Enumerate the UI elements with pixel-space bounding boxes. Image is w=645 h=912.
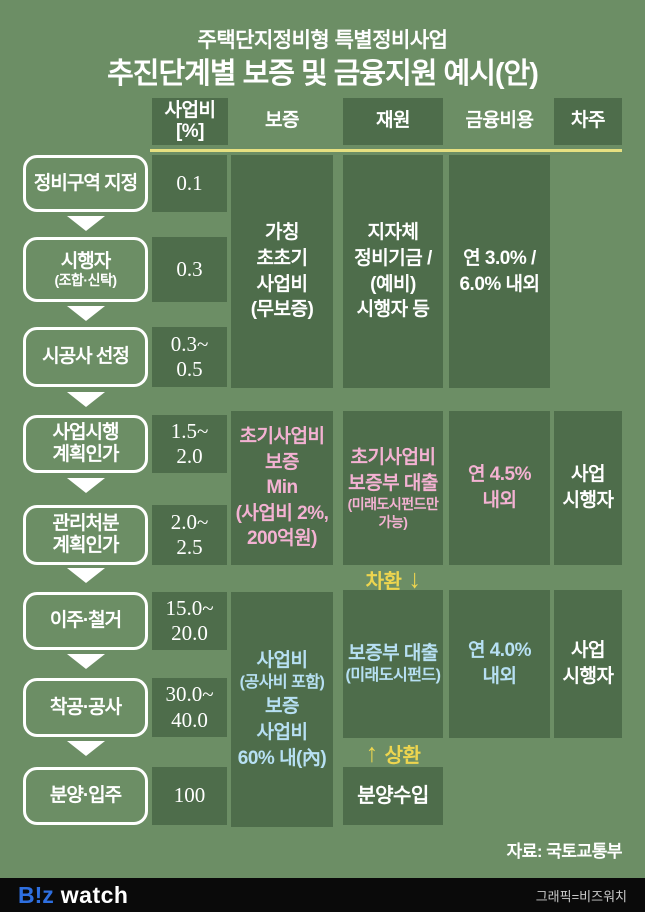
cost-value-disposal-approval: 2.0~ 2.5 bbox=[152, 505, 227, 565]
down-arrow bbox=[67, 568, 105, 583]
refinance-flow: 차환 ↓ bbox=[343, 564, 443, 594]
cost-value-relocation: 15.0~ 20.0 bbox=[152, 592, 227, 650]
stage-label: 사업시행 계획인가 bbox=[52, 422, 120, 465]
logo-biz-text: B!z bbox=[18, 881, 54, 908]
stage-project-plan-approval: 사업시행 계획인가 bbox=[23, 415, 148, 473]
repayment-flow: ↑ 상환 bbox=[343, 737, 443, 768]
stage-sale-movein: 분양·입주 bbox=[23, 767, 148, 825]
borrower-main-text: 사업 시행자 bbox=[562, 640, 614, 687]
stage-label: 관리처분 계획인가 bbox=[52, 513, 120, 556]
cost-value-sale: 100 bbox=[152, 767, 227, 825]
guarantee-main-line2: 보증 사업비 60% 내(內) bbox=[237, 696, 327, 769]
guarantee-initial-text: 초기사업비 보증 Min (사업비 2%, 200억원) bbox=[235, 425, 329, 550]
finance-panel-main: 연 4.0% 내외 bbox=[449, 590, 550, 738]
stage-label: 분양·입주 bbox=[49, 785, 122, 807]
header-borrower: 차주 bbox=[554, 98, 622, 145]
cost-value-contractor: 0.3~ 0.5 bbox=[152, 327, 227, 387]
finance-panel-initial: 연 4.5% 내외 bbox=[449, 411, 550, 565]
data-source-note: 자료: 국토교통부 bbox=[506, 842, 623, 861]
bizwatch-logo: B!z watch bbox=[18, 882, 128, 909]
header-cost-percent: 사업비 [%] bbox=[152, 98, 228, 145]
stage-label: 이주·철거 bbox=[49, 610, 122, 632]
finance-main-text: 연 4.0% 내외 bbox=[467, 640, 532, 687]
cost-value-plan-approval: 1.5~ 2.0 bbox=[152, 415, 227, 473]
source-early-text: 지자체 정비기금 / (예비) 시행자 등 bbox=[354, 222, 432, 321]
stage-label: 시행자 bbox=[60, 250, 111, 272]
source-initial-sub: (미래도시펀드만 가능) bbox=[347, 496, 439, 530]
borrower-panel-main: 사업 시행자 bbox=[554, 590, 622, 738]
guarantee-early-text: 가칭 초초기 사업비 (무보증) bbox=[250, 222, 314, 321]
cost-value-implementer: 0.3 bbox=[152, 237, 227, 302]
guarantee-panel-main: 사업비 (공사비 포함) 보증 사업비 60% 내(內) bbox=[231, 592, 333, 827]
guarantee-panel-initial: 초기사업비 보증 Min (사업비 2%, 200억원) bbox=[231, 411, 333, 565]
source-panel-early: 지자체 정비기금 / (예비) 시행자 등 bbox=[343, 155, 443, 388]
borrower-panel-initial: 사업 시행자 bbox=[554, 411, 622, 565]
repayment-label: 상환 bbox=[384, 744, 421, 767]
guarantee-panel-early: 가칭 초초기 사업비 (무보증) bbox=[231, 155, 333, 388]
title-line-1: 주택단지정비형 특별정비사업 bbox=[197, 29, 449, 52]
stage-implementer: 시행자 (조합·신탁) bbox=[23, 237, 148, 302]
stage-zone-designation: 정비구역 지정 bbox=[23, 155, 148, 212]
down-arrow bbox=[67, 741, 105, 756]
source-main-text: 보증부 대출 bbox=[348, 642, 438, 664]
sale-income-text: 분양수입 bbox=[357, 784, 429, 807]
down-arrow bbox=[67, 216, 105, 231]
graphic-credit: 그래픽=비즈워치 bbox=[535, 888, 627, 904]
cost-value-construction: 30.0~ 40.0 bbox=[152, 678, 227, 737]
stage-label: 착공·공사 bbox=[49, 696, 122, 718]
source-main-sub: (미래도시펀드) bbox=[345, 667, 441, 685]
down-arrow bbox=[67, 392, 105, 407]
down-flow-arrow-icon: ↓ bbox=[408, 564, 421, 594]
sale-income-panel: 분양수입 bbox=[343, 767, 443, 825]
guarantee-main-line1: 사업비 bbox=[256, 649, 308, 671]
up-flow-arrow-icon: ↑ bbox=[365, 737, 379, 768]
guarantee-main-sub: (공사비 포함) bbox=[239, 674, 325, 692]
stage-relocation-demolition: 이주·철거 bbox=[23, 592, 148, 650]
source-initial-main: 초기사업비 보증부 대출 bbox=[348, 446, 438, 494]
refinance-label: 차환 bbox=[365, 571, 402, 593]
header-guarantee: 보증 bbox=[265, 110, 299, 132]
source-panel-main: 보증부 대출 (미래도시펀드) bbox=[343, 590, 443, 738]
title-line-2: 추진단계별 보증 및 금융지원 예시(안) bbox=[107, 58, 539, 90]
down-arrow bbox=[67, 306, 105, 321]
stage-construction: 착공·공사 bbox=[23, 678, 148, 737]
cost-value-zone-designation: 0.1 bbox=[152, 155, 227, 212]
stage-contractor-selection: 시공사 선정 bbox=[23, 327, 148, 387]
finance-initial-text: 연 4.5% 내외 bbox=[467, 464, 532, 511]
footer-bar: B!z watch 그래픽=비즈워치 bbox=[0, 878, 645, 912]
stage-sublabel: (조합·신탁) bbox=[54, 272, 117, 289]
finance-early-text: 연 3.0% / 6.0% 내외 bbox=[459, 247, 540, 295]
source-panel-initial: 초기사업비 보증부 대출 (미래도시펀드만 가능) bbox=[343, 411, 443, 565]
header-underline bbox=[150, 149, 622, 152]
stage-disposal-plan-approval: 관리처분 계획인가 bbox=[23, 505, 148, 565]
header-funding-source: 재원 bbox=[343, 98, 443, 145]
stage-label: 시공사 선정 bbox=[42, 346, 130, 368]
logo-watch-text: watch bbox=[60, 881, 129, 908]
finance-panel-early: 연 3.0% / 6.0% 내외 bbox=[449, 155, 550, 388]
header-finance-cost: 금융비용 bbox=[465, 110, 534, 132]
stage-label: 정비구역 지정 bbox=[33, 172, 138, 194]
borrower-initial-text: 사업 시행자 bbox=[562, 464, 614, 511]
down-arrow bbox=[67, 654, 105, 669]
down-arrow bbox=[67, 478, 105, 493]
